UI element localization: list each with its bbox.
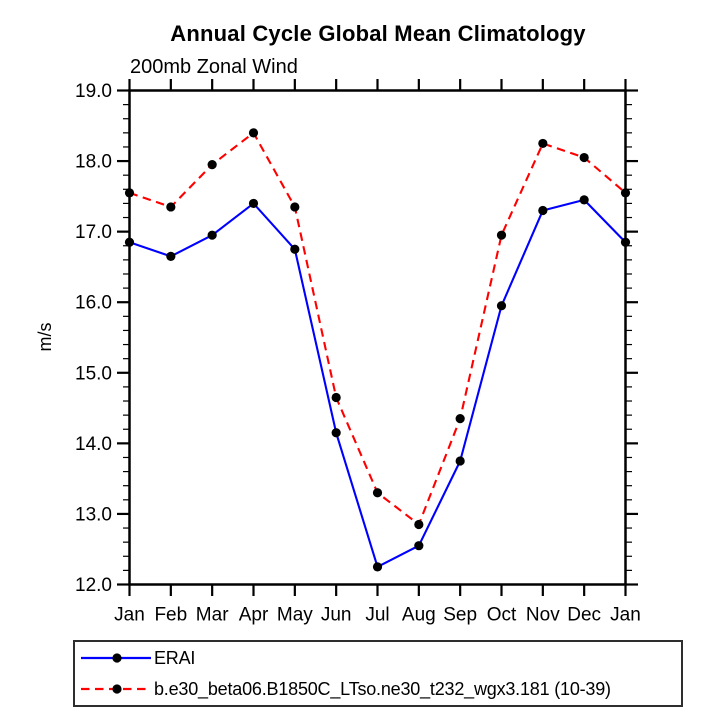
data-point-marker-model: [331, 392, 341, 403]
data-point-marker-erai: [207, 230, 217, 240]
data-point-marker-model: [207, 160, 217, 170]
x-axis-tick-label: Oct: [487, 605, 517, 626]
x-axis-tick-label: Apr: [239, 605, 269, 626]
y-axis-tick-label: 18.0: [75, 152, 112, 173]
data-point-marker-model: [620, 188, 631, 198]
data-point-marker-erai: [166, 251, 176, 261]
y-axis-tick-label: 15.0: [75, 363, 112, 384]
data-point-marker-model: [538, 138, 548, 149]
data-point-marker-model: [496, 230, 507, 240]
chart-title: Annual Cycle Global Mean Climatology: [170, 21, 586, 46]
y-axis-tick-label: 12.0: [75, 575, 112, 596]
y-axis-tick-label: 14.0: [75, 434, 112, 455]
x-axis-tick-label: Dec: [567, 605, 601, 626]
legend-label-erai: ERAI: [154, 648, 196, 669]
x-axis-tick-label: Mar: [196, 605, 229, 626]
y-axis-tick-label: 17.0: [75, 222, 112, 243]
data-point-marker-model: [372, 488, 383, 498]
x-axis-tick-label: Nov: [526, 605, 560, 626]
data-point-marker-erai: [290, 244, 300, 254]
data-point-marker-model: [248, 128, 259, 138]
erai-line-sample-icon: [81, 653, 151, 663]
data-point-marker-model: [290, 202, 300, 212]
data-point-marker-erai: [124, 237, 135, 247]
model-line-sample-icon: [81, 684, 151, 694]
x-axis-tick-label: Sep: [443, 605, 477, 626]
data-point-marker-erai: [496, 301, 507, 311]
y-axis-tick-label: 13.0: [75, 504, 112, 525]
x-axis-tick-label: May: [277, 605, 313, 626]
data-point-marker-model: [166, 202, 176, 212]
data-point-marker-model: [124, 188, 135, 198]
x-axis-tick-label: Feb: [154, 605, 187, 626]
plot-frame: [128, 89, 627, 586]
legend-item-model: b.e30_beta06.B1850C_LTso.ne30_t232_wgx3.…: [75, 675, 681, 703]
chart-subtitle: 200mb Zonal Wind: [130, 56, 298, 78]
series-line-erai: [129, 198, 627, 568]
x-axis-tick-label: Jun: [321, 605, 352, 626]
y-axis-tick-label: 16.0: [75, 293, 112, 314]
legend-label-model: b.e30_beta06.B1850C_LTso.ne30_t232_wgx3.…: [154, 678, 611, 699]
plot-area: 12.0 13.0 14.0 15.0 16.0 17.0 18.0 19.0 Jan Feb Ma…: [35, 79, 641, 626]
x-axis-tick-label: Jan: [114, 605, 145, 626]
data-point-marker-model: [414, 519, 424, 530]
y-axis-unit-label: m/s: [35, 323, 55, 352]
data-point-marker-erai: [455, 456, 465, 466]
data-point-marker-erai: [579, 195, 589, 205]
data-point-marker-erai: [538, 205, 548, 216]
series-line-model: [129, 131, 627, 526]
y-axis-tick-label: 19.0: [75, 81, 112, 102]
x-axis-tick-label: Jul: [365, 605, 389, 626]
data-point-marker-erai: [248, 198, 259, 209]
data-point-marker-model: [579, 152, 589, 163]
legend: ERAI b.e30_beta06.B1850C_LTso.ne30_t232_…: [73, 640, 683, 707]
data-point-marker-erai: [620, 237, 631, 247]
data-point-marker-erai: [414, 541, 424, 551]
data-point-marker-erai: [372, 562, 383, 572]
data-point-marker-model: [455, 414, 465, 424]
data-point-marker-erai: [331, 428, 341, 438]
x-axis-tick-label: Aug: [402, 605, 436, 626]
legend-item-erai: ERAI: [75, 644, 681, 672]
x-axis-tick-label: Jan: [610, 605, 641, 626]
